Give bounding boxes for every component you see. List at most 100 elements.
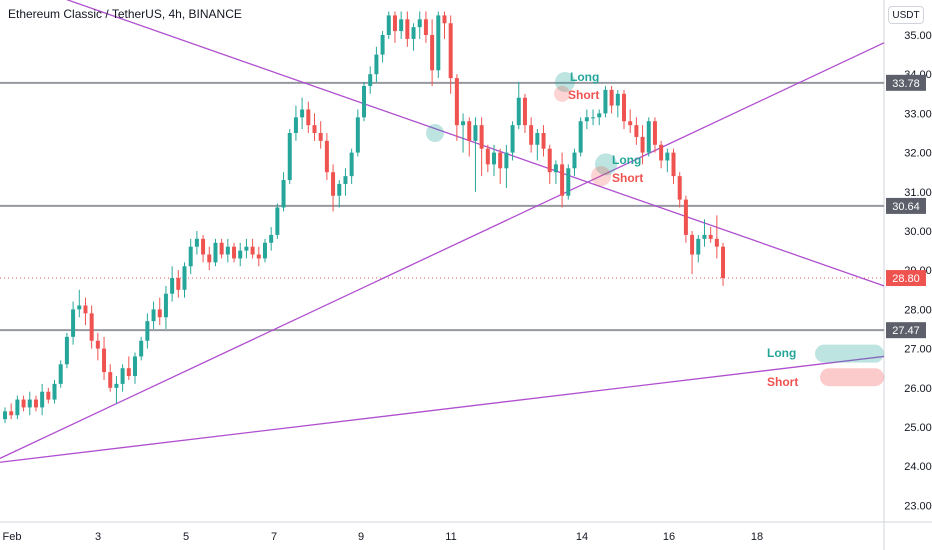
candle-up: [151, 309, 156, 322]
candle-up: [665, 152, 670, 161]
candle-down: [176, 278, 181, 290]
signal-marker: [555, 72, 575, 93]
candle-down: [708, 234, 713, 239]
level-price-tag-label: 30.64: [892, 201, 920, 213]
price-tick-label: 33.00: [904, 108, 932, 120]
candle-down: [21, 399, 26, 408]
signal-marker: [591, 166, 611, 187]
time-tick-label: 18: [751, 531, 763, 543]
candle-up: [473, 125, 478, 141]
candle-down: [9, 411, 14, 416]
candle-up: [696, 238, 701, 255]
candle-down: [405, 19, 410, 39]
candle-down: [683, 199, 688, 235]
candle-down: [652, 121, 657, 145]
level-price-tag-label: 33.78: [892, 78, 920, 90]
candle-down: [529, 125, 534, 145]
candle-down: [640, 136, 645, 153]
candle-up: [194, 238, 199, 247]
time-tick-label: 9: [358, 531, 364, 543]
price-tick-label: 26.00: [904, 383, 932, 395]
candle-down: [467, 121, 472, 141]
currency-button[interactable]: USDT: [888, 6, 924, 24]
long-label: Long: [767, 346, 797, 360]
price-tick-label: 27.00: [904, 344, 932, 356]
last-price-tag: [886, 270, 926, 287]
candle-down: [95, 340, 100, 349]
candle-down: [547, 148, 552, 173]
candle-down: [454, 78, 459, 126]
long-label: Long: [570, 70, 600, 84]
candle-up: [504, 152, 509, 169]
price-tick-label: 30.00: [904, 226, 932, 238]
trendline: [65, 0, 885, 287]
candle-down: [312, 125, 317, 133]
candle-up: [374, 54, 379, 75]
candle-up: [436, 15, 441, 71]
candle-down: [498, 152, 503, 169]
candle-up: [114, 383, 119, 388]
candle-down: [677, 176, 682, 200]
time-tick-label: 3: [95, 531, 101, 543]
short-label: Short: [568, 88, 600, 102]
candle-down: [46, 391, 51, 400]
candle-up: [368, 74, 373, 86]
candle-up: [287, 133, 292, 181]
candle-up: [597, 113, 602, 118]
candle-up: [343, 176, 348, 184]
candle-up: [417, 19, 422, 28]
candle-down: [448, 23, 453, 79]
candle-up: [163, 293, 168, 318]
time-tick-label: Feb: [3, 531, 22, 543]
candle-up: [646, 121, 651, 153]
level-price-tag: [886, 197, 926, 214]
short-label: Short: [612, 171, 644, 185]
trendline: [0, 42, 885, 459]
candle-up: [275, 207, 280, 235]
candle-up: [213, 242, 218, 263]
candle-up: [15, 399, 20, 416]
candle-up: [584, 117, 589, 122]
signal-marker: [426, 124, 444, 142]
candle-up: [293, 117, 298, 133]
level-price-tag: [886, 74, 926, 91]
candle-down: [392, 15, 397, 32]
candle-up: [27, 399, 32, 408]
time-tick-label: 14: [576, 531, 588, 543]
candle-up: [516, 97, 521, 126]
candle-down: [659, 144, 664, 161]
price-tick-label: 35.00: [904, 30, 932, 42]
candle-down: [89, 313, 94, 341]
candle-up: [58, 364, 63, 384]
candle-up: [566, 168, 571, 196]
candle-up: [578, 121, 583, 153]
candle-up: [492, 152, 497, 165]
candle-up: [510, 125, 515, 153]
candle-up: [362, 85, 367, 118]
candle-down: [83, 305, 88, 314]
candle-up: [615, 93, 620, 106]
candle-up: [386, 15, 391, 35]
candle-up: [188, 246, 193, 267]
candle-up: [182, 266, 187, 290]
candle-up: [139, 340, 144, 357]
candle-up: [225, 246, 230, 255]
candle-down: [250, 246, 255, 255]
candle-down: [157, 309, 162, 318]
candle-down: [207, 254, 212, 263]
candle-down: [628, 121, 633, 126]
time-tick-label: 11: [445, 531, 456, 543]
price-tick-label: 23.00: [904, 500, 932, 512]
candle-up: [300, 109, 305, 118]
price-tick-label: 31.00: [904, 187, 932, 199]
long-zone-marker: [815, 344, 884, 363]
candle-up: [120, 368, 125, 384]
candle-up: [77, 305, 82, 310]
candle-down: [671, 152, 676, 177]
candle-down: [256, 254, 261, 259]
candle-up: [355, 117, 360, 153]
candle-down: [714, 238, 719, 247]
time-tick-label: 7: [271, 531, 277, 543]
price-tick-label: 32.00: [904, 148, 932, 160]
